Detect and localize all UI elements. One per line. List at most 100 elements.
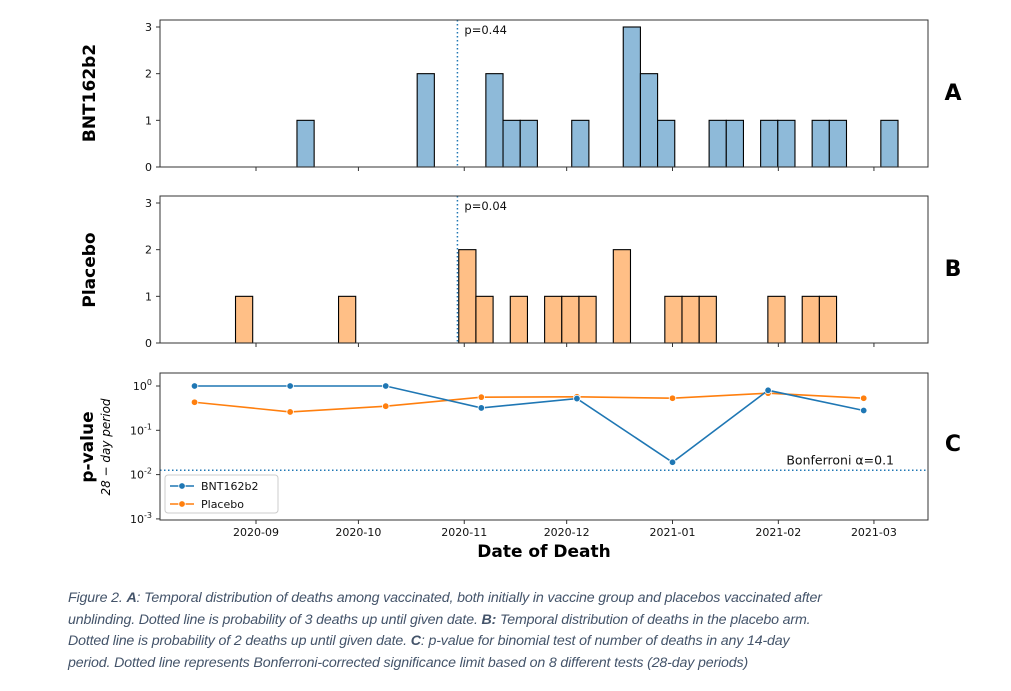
- data-point: [286, 382, 294, 390]
- histogram-bar: [639, 73, 659, 168]
- data-point: [668, 458, 677, 466]
- x-tick-label: 2020-09: [233, 526, 279, 539]
- histogram-bar: [475, 295, 494, 344]
- x-tick-label: 2020-12: [544, 526, 590, 539]
- histogram-bar: [811, 119, 830, 168]
- caption-text: : p-value for binomial test of number of…: [420, 633, 790, 650]
- histogram-bar: [760, 119, 779, 168]
- data-point: [382, 402, 390, 410]
- legend-swatch-marker: [178, 500, 186, 508]
- panel-letter: A: [944, 81, 961, 106]
- y-tick-label: 10-1: [130, 422, 152, 437]
- histogram-bar: [458, 249, 477, 344]
- caption-panel-ref: C: [410, 633, 421, 650]
- histogram-bar: [657, 119, 676, 168]
- data-point: [668, 394, 677, 402]
- pvalue-panel-c: Bonferroni α=0.1 100 10-1 10-2 10-3 2020-09 20…: [78, 372, 961, 562]
- panel-letter: C: [945, 432, 961, 457]
- caption-text: : Temporal distribution of deaths among …: [136, 590, 822, 606]
- histogram-bar: [502, 119, 521, 168]
- histogram-bar: [509, 295, 528, 344]
- data-point: [286, 408, 294, 416]
- histogram-bar: [880, 119, 899, 168]
- caption-line: Figure 2. A: Temporal distribution of de…: [68, 588, 998, 610]
- y-tick-label: 1: [145, 114, 152, 127]
- y-axis-label: Placebo: [80, 232, 100, 307]
- panel-letter: B: [945, 257, 962, 282]
- histogram-bar: [234, 295, 254, 344]
- y-tick-label: 3: [145, 197, 152, 210]
- figure-caption: Figure 2. A: Temporal distribution of de…: [68, 588, 998, 674]
- legend: BNT162b2 Placebo: [164, 474, 279, 514]
- y-tick-label: 3: [145, 21, 152, 34]
- histogram-bar: [612, 249, 632, 344]
- y-axis-label: BNT162b2: [80, 44, 100, 142]
- legend-label: Placebo: [201, 498, 244, 511]
- data-point: [764, 386, 772, 394]
- y-tick-label: 0: [145, 161, 152, 174]
- caption-text: unblinding. Dotted line is probability o…: [68, 611, 482, 628]
- x-axis-label: Date of Death: [477, 542, 611, 562]
- histogram-bar: [681, 295, 700, 344]
- histogram-bar: [544, 295, 563, 344]
- y-tick-label: 100: [133, 378, 152, 393]
- data-point: [190, 382, 199, 390]
- x-tick-label: 2020-10: [335, 526, 381, 539]
- probability-annotation: p=0.44: [464, 23, 507, 37]
- histogram-bar: [561, 295, 580, 344]
- x-tick-label: 2021-01: [650, 526, 696, 539]
- legend-swatch-marker: [178, 482, 186, 490]
- caption-text: Temporal distribution of deaths in the p…: [496, 611, 811, 628]
- y-tick-label: 0: [145, 337, 152, 350]
- histogram-bar: [296, 119, 315, 168]
- histogram-bar: [416, 73, 435, 168]
- caption-text: Dotted line is probability of 2 deaths u…: [68, 633, 411, 650]
- histogram-bar: [338, 295, 357, 344]
- bonferroni-label: Bonferroni α=0.1: [786, 452, 894, 467]
- histogram-bar: [578, 295, 597, 344]
- caption-line: Dotted line is probability of 2 deaths u…: [68, 631, 998, 653]
- data-point: [477, 404, 486, 412]
- histogram-bar: [622, 26, 641, 168]
- histogram-bar: [571, 119, 590, 168]
- histogram-bar: [698, 295, 717, 344]
- y-tick-label: 10-2: [130, 467, 152, 482]
- data-point: [573, 394, 581, 403]
- histogram-panel-b: p=0.04 0 1 2 3 Placebo B: [80, 195, 962, 350]
- histogram-bar: [664, 295, 683, 344]
- histogram-bar: [801, 295, 820, 344]
- y-axis-sublabel: 28 − day period: [99, 398, 113, 495]
- caption-text: Figure 2.: [68, 590, 127, 606]
- caption-panel-ref: A: [126, 590, 137, 606]
- x-tick-label: 2021-02: [755, 526, 801, 539]
- histogram-bar: [777, 119, 796, 168]
- x-tick-label: 2021-03: [851, 526, 897, 539]
- plot-frame: [159, 195, 929, 344]
- histogram-bar: [767, 295, 786, 344]
- histogram-bar: [818, 295, 838, 344]
- histogram-panel-a: p=0.44 0 1 2 3 BNT162b2 A: [80, 19, 962, 174]
- probability-annotation: p=0.04: [464, 199, 507, 213]
- y-tick-label: 2: [145, 68, 152, 81]
- y-tick-label: 10-3: [130, 511, 152, 526]
- caption-panel-ref: B:: [481, 611, 497, 628]
- series-line-bnt162b2: [194, 385, 864, 464]
- data-point: [477, 393, 486, 401]
- y-tick-label: 2: [145, 244, 152, 257]
- histogram-bar: [725, 119, 745, 168]
- caption-line: period. Dotted line represents Bonferron…: [68, 653, 998, 675]
- caption-line: unblinding. Dotted line is probability o…: [68, 610, 998, 632]
- data-point: [859, 406, 868, 415]
- series-line-placebo: [194, 392, 864, 413]
- data-point: [382, 382, 390, 390]
- plot-frame: [159, 372, 929, 521]
- data-point: [190, 398, 199, 406]
- y-tick-label: 1: [145, 290, 152, 303]
- y-axis-label: p-value: [78, 411, 98, 482]
- histogram-bar: [828, 119, 848, 168]
- histogram-bar: [708, 119, 727, 168]
- data-point: [859, 394, 868, 402]
- histogram-bar: [519, 119, 538, 168]
- x-tick-label: 2020-11: [441, 526, 487, 539]
